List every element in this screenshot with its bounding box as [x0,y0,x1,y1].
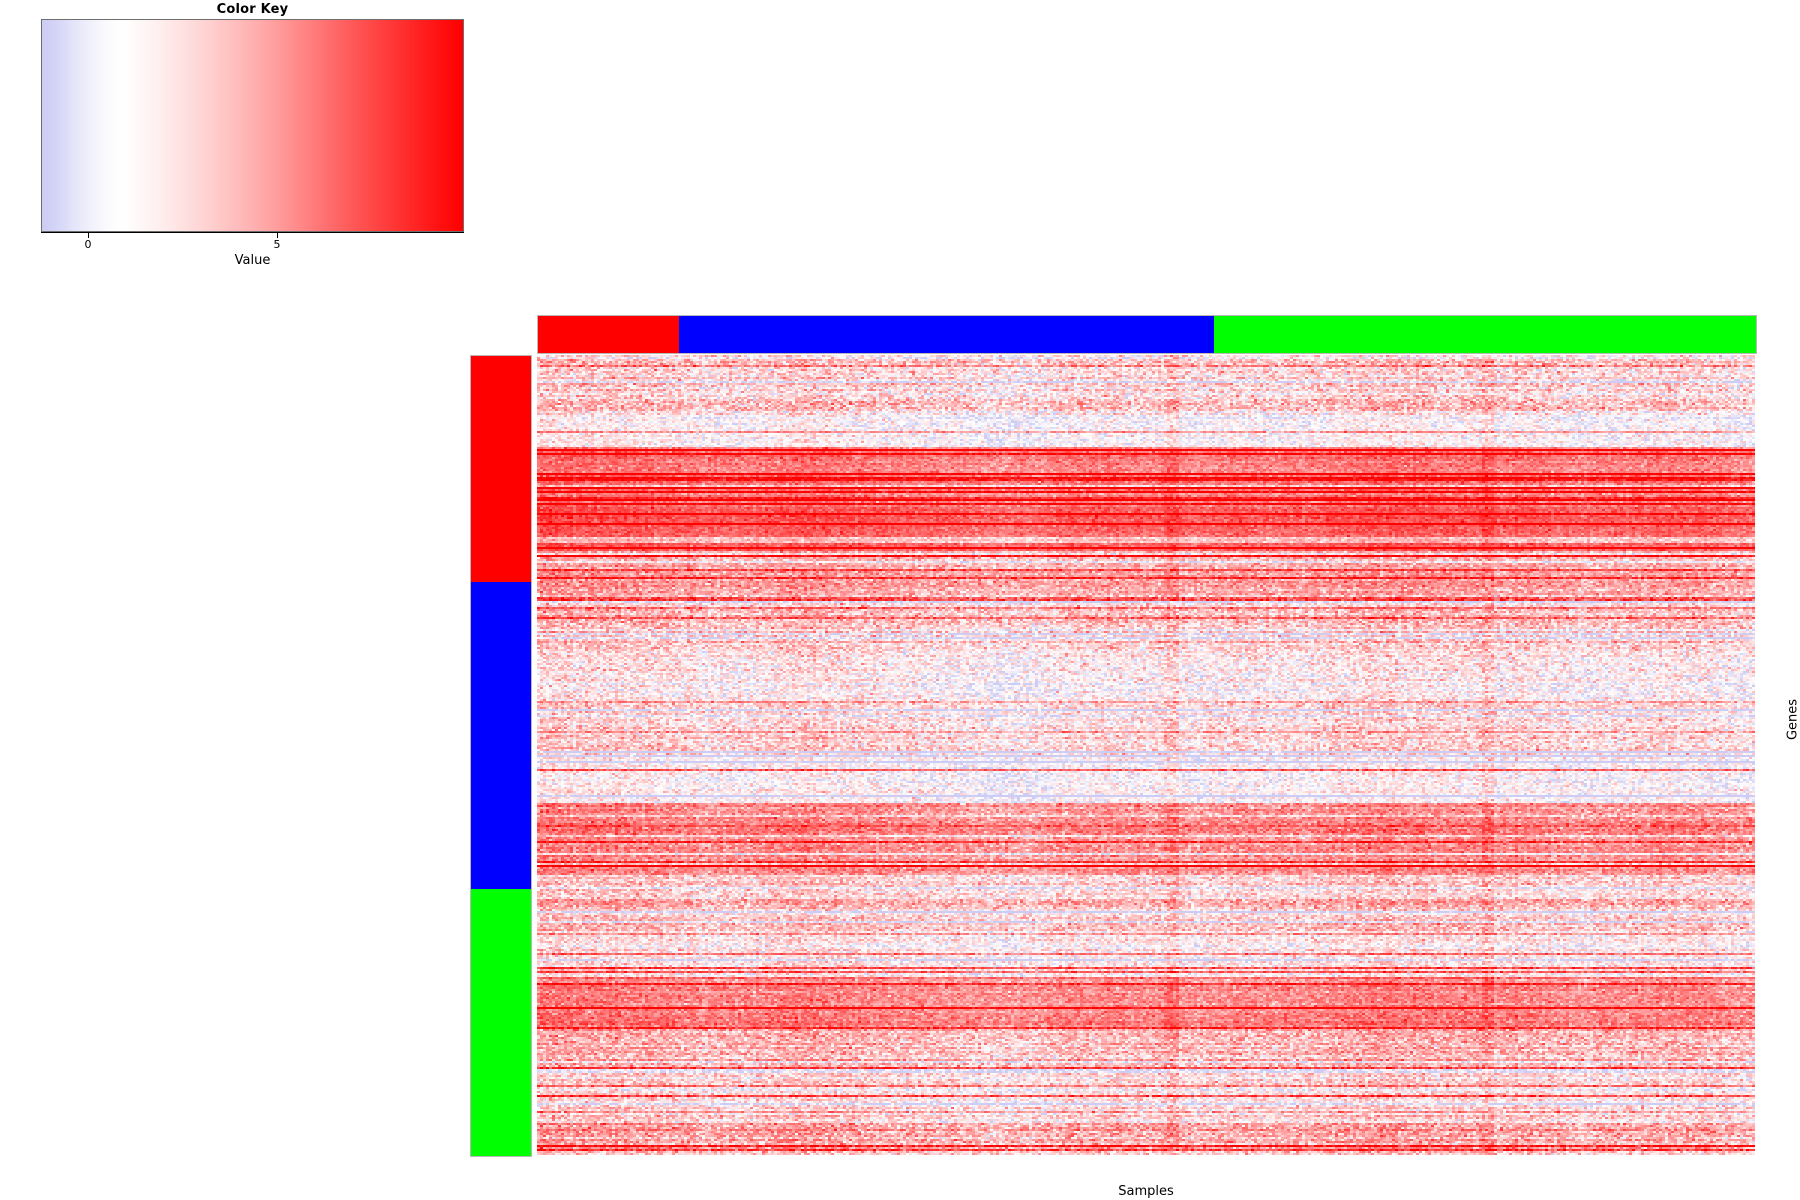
row-side-color-segment [471,356,531,582]
color-key-value-label: Value [234,253,271,268]
column-side-color-segment [538,316,680,353]
color-key-tick [277,232,279,238]
color-key-tick-label: 5 [273,238,281,251]
color-key-axis-line [41,232,464,233]
color-key-tick [87,232,89,238]
y-axis-title: Genes [1785,698,1800,741]
column-side-color-segment [679,316,1214,353]
x-axis-title: Samples [1118,1184,1174,1199]
color-key-title: Color Key [216,2,289,17]
heatmap-matrix [537,355,1755,1155]
color-key-gradient [41,19,464,232]
color-key-panel: Color Key 0 5 Value [0,0,500,300]
row-side-color-segment [471,889,531,1156]
column-side-color-segment [1213,316,1756,353]
color-key-tick-label: 0 [84,238,92,251]
row-side-color-segment [471,582,531,890]
row-side-colors-bar [470,355,532,1157]
heatmap-canvas [537,355,1755,1155]
column-side-colors-bar [537,315,1757,354]
